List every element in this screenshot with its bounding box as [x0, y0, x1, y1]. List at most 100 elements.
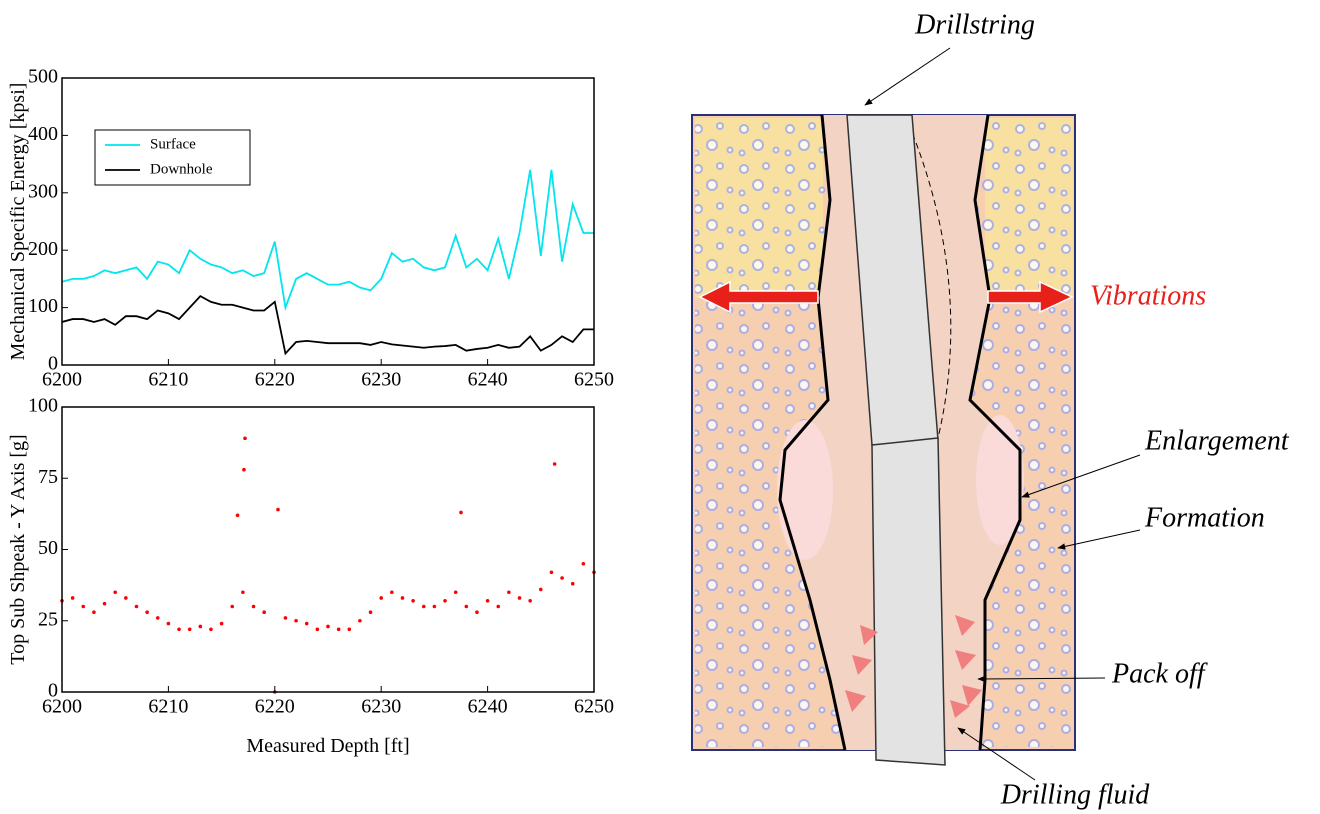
x-tick-label: 6240	[468, 369, 508, 391]
point	[485, 599, 490, 603]
point	[145, 610, 149, 614]
leader-line	[864, 47, 951, 106]
point	[187, 627, 192, 632]
y-tick-label: 0	[48, 680, 58, 702]
y-tick-label: 500	[28, 66, 58, 88]
point	[453, 590, 458, 595]
y-axis-title: Mechanical Specific Energy [kpsi]	[7, 83, 29, 361]
point	[262, 610, 266, 614]
x-tick-label: 6250	[574, 369, 614, 391]
legend-box	[94, 129, 251, 186]
point	[560, 576, 564, 580]
point	[528, 599, 532, 603]
point	[517, 596, 522, 600]
leader-line	[977, 675, 1106, 683]
y-tick-label: 200	[28, 238, 58, 260]
point	[496, 604, 501, 609]
leader-line	[1057, 529, 1141, 550]
point	[432, 604, 437, 609]
point	[443, 599, 447, 603]
y-tick-label: 25	[38, 608, 58, 630]
point	[390, 590, 394, 595]
y-tick-label: 50	[38, 537, 58, 559]
point	[241, 590, 245, 595]
x-tick-label: 6220	[255, 369, 295, 391]
enlargement-zone	[976, 415, 1024, 545]
y-tick-label: 100	[28, 395, 58, 417]
point	[294, 618, 298, 623]
point	[336, 627, 341, 632]
y-tick-label: 0	[48, 353, 58, 375]
point	[411, 599, 415, 603]
x-tick-label: 6210	[148, 369, 188, 391]
point	[251, 604, 256, 609]
point	[464, 604, 469, 609]
drillstring-lower	[871, 437, 946, 766]
point	[102, 601, 107, 606]
vibration-arrow	[698, 280, 819, 314]
diagram-label: Enlargement	[1144, 425, 1290, 456]
point	[549, 570, 554, 575]
point	[219, 621, 224, 626]
point	[242, 467, 246, 472]
point	[124, 596, 128, 600]
x-tick-label: 6200	[42, 369, 82, 391]
plot-frame	[61, 77, 595, 366]
y-tick-label: 75	[38, 466, 58, 488]
y-tick-label: 100	[28, 295, 58, 317]
point	[400, 596, 405, 600]
point	[92, 610, 96, 614]
y-axis-title: Top Sub Shpeak - Y Axis [g]	[7, 434, 29, 664]
x-tick-label: 6240	[468, 696, 508, 718]
point	[347, 627, 352, 632]
x-tick-label: 6230	[361, 369, 401, 391]
legend-label: Downhole	[150, 161, 213, 177]
legend-label: Surface	[150, 136, 196, 152]
vibration-arrow	[987, 280, 1074, 314]
point	[475, 610, 479, 614]
point	[134, 604, 139, 609]
pack-off	[845, 615, 982, 718]
borehole-wall	[778, 114, 847, 751]
x-axis-title: Measured Depth [ft]	[246, 735, 409, 757]
diagram-label: Vibrations	[1090, 280, 1206, 311]
point	[283, 616, 288, 620]
x-tick-label: 6200	[42, 696, 82, 718]
point	[209, 627, 213, 632]
x-tick-label: 6250	[574, 696, 614, 718]
point	[379, 596, 384, 600]
point	[570, 581, 575, 586]
leader-line	[957, 727, 1036, 781]
point	[155, 616, 160, 620]
point	[459, 510, 463, 515]
point	[507, 590, 511, 595]
point	[235, 513, 240, 518]
point	[230, 604, 235, 609]
enlargement-zone	[777, 420, 833, 560]
point	[304, 621, 309, 626]
point	[581, 561, 586, 566]
point	[326, 624, 330, 629]
diagram-label: Formation	[1144, 502, 1265, 533]
point	[113, 590, 117, 595]
point	[421, 604, 426, 609]
y-tick-label: 300	[28, 180, 58, 202]
x-tick-label: 6220	[255, 696, 295, 718]
point	[276, 507, 280, 512]
diagram: Drillstring Vibrations Enlargement Forma…	[691, 9, 1290, 810]
point	[177, 627, 181, 632]
point	[358, 618, 362, 623]
point	[368, 610, 373, 614]
point	[315, 627, 320, 632]
leader-line	[1021, 454, 1141, 498]
diagram-label: Drilling fluid	[1000, 779, 1151, 810]
y-tick-label: 400	[28, 123, 58, 145]
point	[70, 596, 75, 600]
series-line	[62, 294, 594, 356]
x-tick-label: 6230	[361, 696, 401, 718]
borehole-wall	[968, 114, 1022, 751]
point	[81, 604, 86, 609]
x-tick-label: 6210	[148, 696, 188, 718]
